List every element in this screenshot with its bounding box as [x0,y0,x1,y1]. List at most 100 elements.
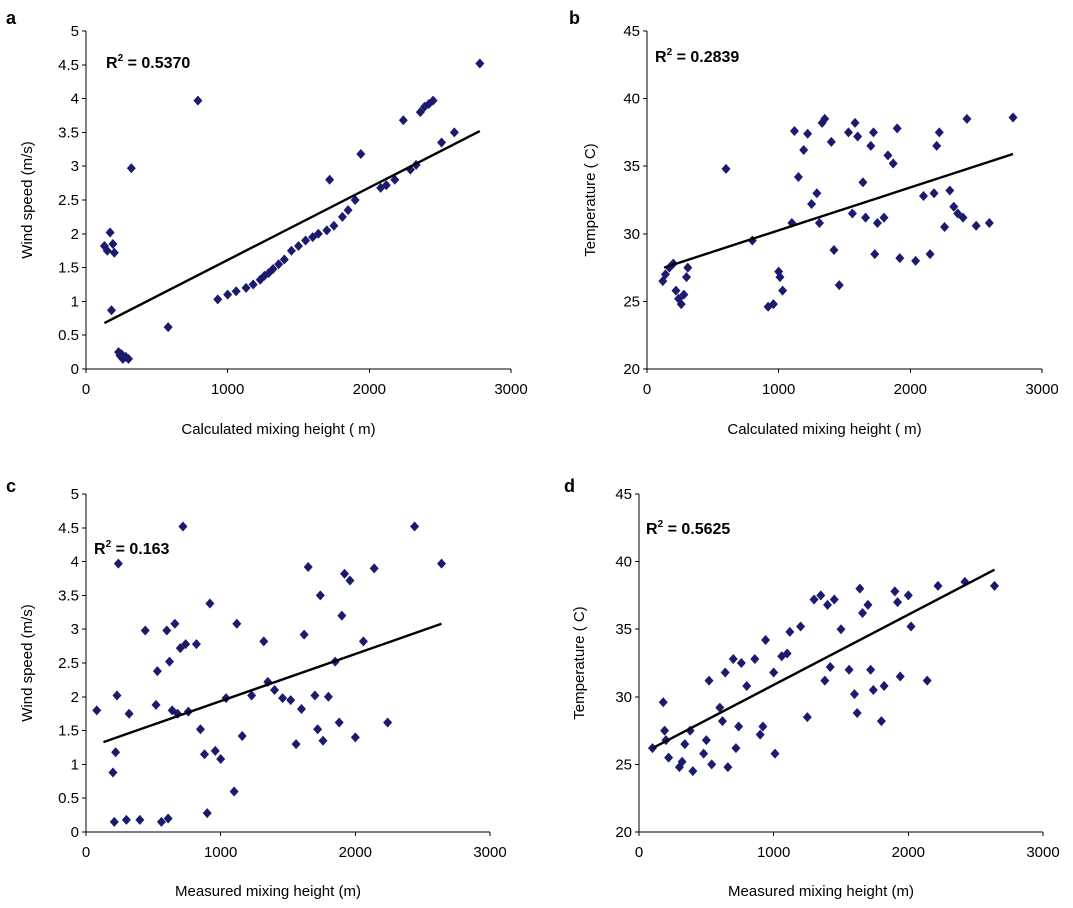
y-axis-label-c: Wind speed (m/s) [19,604,36,722]
x-tick-label: 3000 [494,381,527,398]
x-axis-label-b: Calculated mixing height ( m) [727,421,921,438]
y-tick-label: 3.5 [58,124,79,141]
data-point [847,208,857,219]
data-point [112,690,122,701]
data-point [720,667,730,678]
chart-panel-b: 20 25 30 35 40 45 0 1000 2000 3000 Calculated mixi… [582,23,1059,438]
data-point [721,163,731,174]
data-point [895,253,905,264]
y-tick-label: 25 [615,756,632,773]
data-point [834,280,844,291]
data-point [213,294,223,305]
data-point [866,664,876,675]
data-point [299,629,309,640]
y-tick-label: 40 [615,554,632,571]
data-point [268,263,278,274]
y-tick-label: 3 [71,621,79,638]
data-point [925,249,935,260]
data-point [761,635,771,646]
y-tick-label: 2 [71,689,79,706]
data-point [237,731,247,742]
y-tick-label: 35 [615,621,632,638]
data-point [868,127,878,138]
data-point [181,639,191,650]
x-tick-label: 3000 [1025,381,1058,398]
data-point [369,563,379,574]
data-point [121,351,131,362]
data-point [793,172,803,183]
chart-panel-c: 0 0.5 1 1.5 2 2.5 3 3.5 4 4.5 5 0 1000 2000 3000 Measur… [19,486,507,900]
data-point [849,689,859,700]
data-point [205,598,215,609]
data-point [301,235,311,246]
data-point [310,690,320,701]
data-point [151,699,161,710]
data-point [164,656,174,667]
data-point [836,624,846,635]
y-tick-label: 5 [71,486,79,503]
data-point [883,150,893,161]
data-point [671,285,681,296]
data-point [229,786,239,797]
data-point [216,753,226,764]
data-point [872,217,882,228]
data-point [861,212,871,223]
x-tick-label: 1000 [762,381,795,398]
data-point [870,249,880,260]
data-point [191,639,201,650]
x-axis-label-a: Calculated mixing height ( m) [181,421,375,438]
data-point [318,735,328,746]
data-point [178,521,188,532]
chart-panel-a: 0 0.5 1 1.5 2 2.5 3 3.5 4 4.5 5 0 1000 2000 3000 Calcul… [19,23,528,438]
data-point [410,521,420,532]
data-point [958,212,968,223]
y-tick-label: 2.5 [58,655,79,672]
data-point [929,188,939,199]
data-point [782,648,792,659]
data-point [170,618,180,629]
data-point [202,808,212,819]
data-point [109,247,119,258]
data-point [984,217,994,228]
data-point [785,626,795,637]
x-tick-label: 2000 [353,381,386,398]
data-point [879,212,889,223]
data-point [876,716,886,727]
data-point [933,580,943,591]
x-axis-label-c: Measured mixing height (m) [175,883,361,900]
data-point [932,140,942,151]
data-point [890,586,900,597]
y-tick-label: 1 [71,293,79,310]
data-point [990,580,1000,591]
data-point [241,282,251,293]
data-point [820,675,830,686]
data-point [734,721,744,732]
data-point [789,126,799,137]
data-point [676,299,686,310]
data-point [664,752,674,763]
data-point [126,163,136,174]
x-tick-label: 1000 [757,844,790,861]
data-point [334,717,344,728]
data-point [677,756,687,767]
x-tick-label: 0 [82,844,90,861]
x-tick-label: 2000 [892,844,925,861]
data-point [475,58,485,69]
data-point [906,621,916,632]
data-point [193,95,203,106]
data-point [888,158,898,169]
data-point [163,322,173,333]
data-point [337,610,347,621]
data-point [852,708,862,719]
data-point [699,748,709,759]
data-point [152,666,162,677]
data-point [398,115,408,126]
data-point [210,745,220,756]
data-point [232,618,242,629]
data-point [329,220,339,231]
panel-letter-b: b [569,8,580,28]
y-tick-label: 25 [623,293,640,310]
x-tick-label: 2000 [894,381,927,398]
data-point [758,721,768,732]
